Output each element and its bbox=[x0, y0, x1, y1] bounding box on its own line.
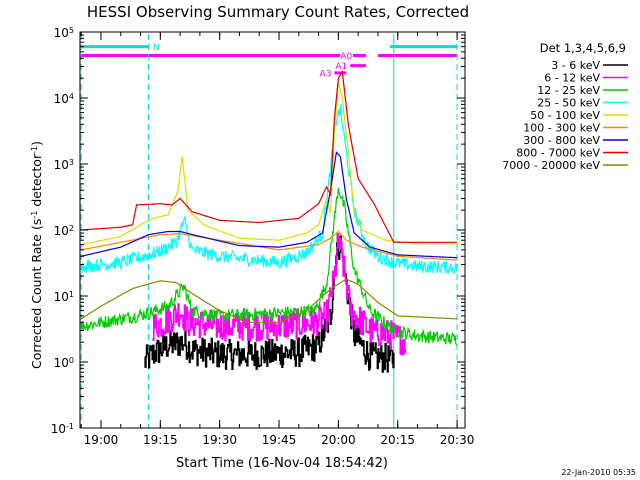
legend-label: 12 - 25 keV bbox=[537, 84, 600, 97]
legend-label: 25 - 50 keV bbox=[537, 97, 600, 110]
series-line bbox=[81, 104, 458, 275]
legend-label: 300 - 800 keV bbox=[523, 134, 600, 147]
flag-label: N bbox=[153, 43, 160, 53]
y-tick-base: 10 bbox=[54, 356, 69, 370]
y-tick-label: 100 bbox=[54, 356, 74, 371]
y-tick-base: 10 bbox=[54, 92, 69, 106]
series-line bbox=[80, 278, 458, 323]
y-axis-label-part: Corrected Count Rate (s bbox=[29, 219, 44, 369]
chart-title: HESSI Observing Summary Count Rates, Cor… bbox=[87, 3, 469, 21]
legend-label: 6 - 12 keV bbox=[544, 72, 600, 85]
y-axis-label-sup: -1 bbox=[30, 211, 39, 219]
flag-label: A1 bbox=[335, 62, 347, 72]
series-line bbox=[144, 233, 395, 373]
series-line bbox=[81, 230, 458, 261]
legend-label: 7000 - 20000 keV bbox=[502, 159, 600, 172]
x-tick-label: 19:00 bbox=[84, 433, 119, 447]
y-tick-label: 101 bbox=[54, 290, 74, 305]
y-axis-label-part: detector bbox=[29, 153, 44, 211]
y-tick-exp: 5 bbox=[69, 26, 74, 35]
y-tick-exp: 4 bbox=[69, 92, 74, 101]
series-line bbox=[81, 151, 458, 259]
vlines-layer bbox=[80, 34, 458, 428]
legend-title: Det 1,3,4,5,6,9 bbox=[540, 41, 626, 55]
series-line bbox=[81, 82, 458, 246]
x-tick-label: 20:15 bbox=[380, 433, 415, 447]
y-tick-base: 10 bbox=[54, 224, 69, 238]
y-tick-exp: -1 bbox=[66, 422, 74, 431]
y-axis-label: Corrected Count Rate (s-1 detector-1) bbox=[29, 141, 44, 369]
legend-label: 3 - 6 keV bbox=[551, 59, 600, 72]
y-tick-base: 10 bbox=[54, 290, 69, 304]
series-line bbox=[81, 69, 458, 243]
x-tick-label: 19:30 bbox=[202, 433, 237, 447]
x-tick-label: 20:30 bbox=[440, 433, 475, 447]
y-tick-label: 10-1 bbox=[51, 422, 74, 437]
plot-frame bbox=[79, 31, 466, 429]
timestamp: 22-Jan-2010 05:35 bbox=[561, 468, 636, 477]
y-tick-label: 105 bbox=[54, 26, 74, 41]
y-tick-label: 102 bbox=[54, 224, 74, 239]
y-axis-label-part: ) bbox=[29, 141, 44, 146]
legend-label: 100 - 300 keV bbox=[523, 122, 600, 135]
y-tick-label: 104 bbox=[54, 92, 74, 107]
y-tick-base: 10 bbox=[54, 158, 69, 172]
y-tick-base: 10 bbox=[54, 26, 69, 40]
flag-label: A3 bbox=[320, 69, 332, 79]
x-tick-label: 20:00 bbox=[321, 433, 356, 447]
legend-label: 800 - 7000 keV bbox=[516, 147, 600, 160]
y-tick-exp: 0 bbox=[69, 356, 74, 365]
y-tick-exp: 3 bbox=[69, 158, 74, 167]
x-axis-label: Start Time (16-Nov-04 18:54:42) bbox=[176, 456, 388, 471]
y-tick-base: 10 bbox=[51, 422, 66, 436]
flag-label: A0 bbox=[340, 52, 352, 62]
y-tick-exp: 1 bbox=[69, 290, 74, 299]
series-line bbox=[80, 187, 458, 346]
y-axis-label-sup: -1 bbox=[30, 146, 39, 154]
series-layer bbox=[80, 69, 458, 373]
x-tick-label: 19:15 bbox=[143, 433, 178, 447]
series-line bbox=[152, 233, 407, 356]
legend-label: 50 - 100 keV bbox=[530, 109, 600, 122]
y-tick-label: 103 bbox=[54, 158, 74, 173]
x-tick-label: 19:45 bbox=[262, 433, 297, 447]
y-tick-exp: 2 bbox=[69, 224, 74, 233]
